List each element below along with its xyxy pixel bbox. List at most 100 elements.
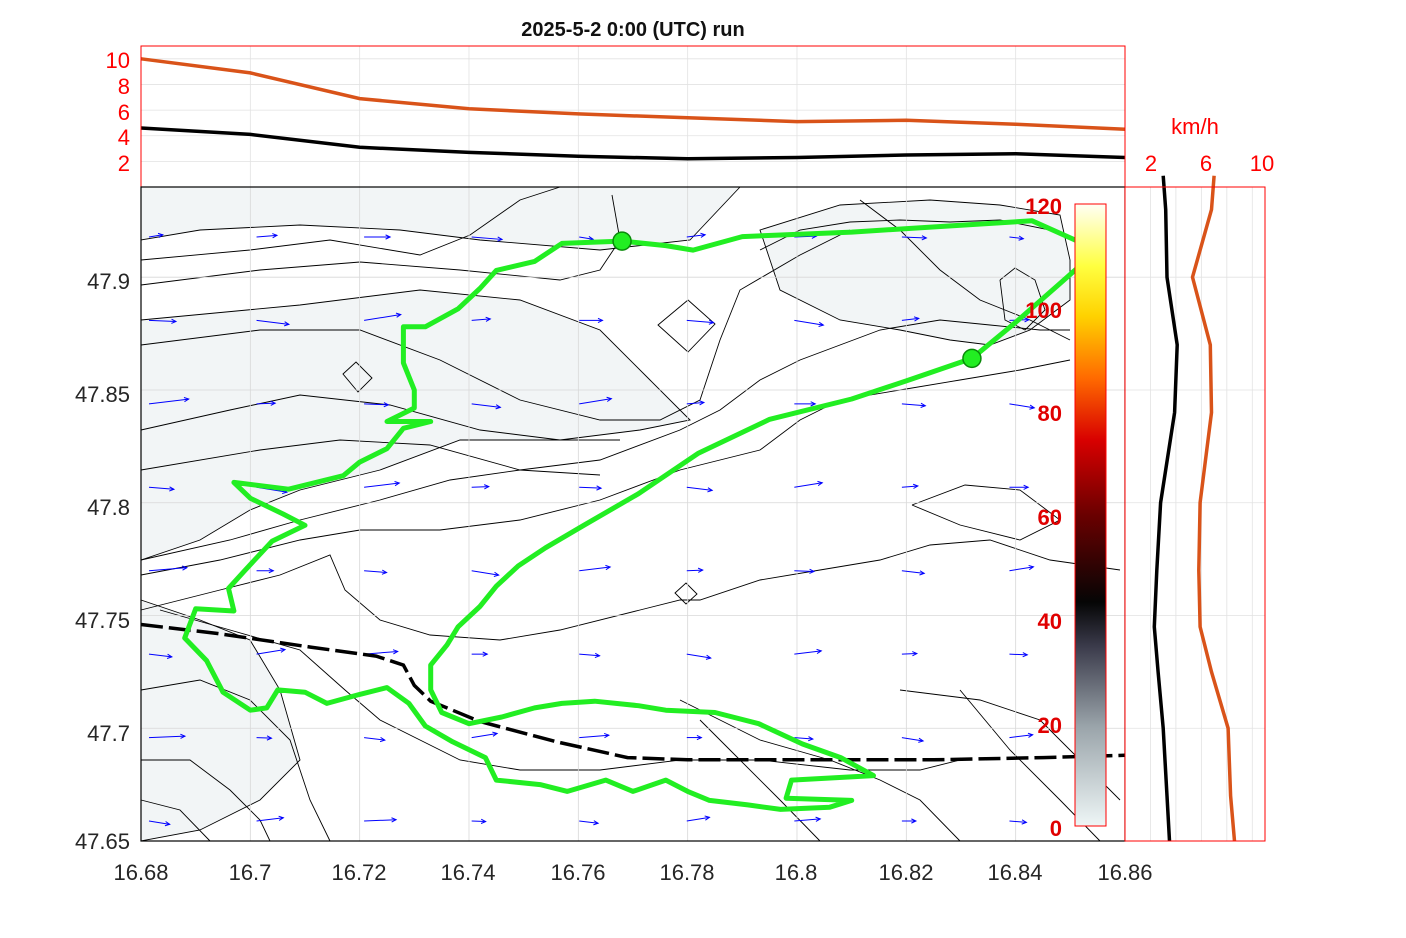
wind-arrow-head bbox=[920, 402, 927, 408]
contour-line bbox=[140, 359, 1071, 576]
wind-arrow-head bbox=[696, 734, 703, 741]
wind-arrow-head bbox=[268, 568, 275, 574]
wind-arrow-head bbox=[809, 568, 816, 574]
track-markers bbox=[612, 231, 982, 369]
wind-arrow-head bbox=[594, 652, 601, 659]
contour-region bbox=[140, 599, 301, 842]
wind-arrow bbox=[1009, 734, 1033, 739]
x-tick-label: 16.74 bbox=[440, 860, 495, 885]
wind-arrow-head bbox=[1027, 732, 1034, 738]
wind-arrow-head bbox=[818, 321, 825, 327]
wind-arrow bbox=[1009, 566, 1034, 572]
wind-arrow bbox=[256, 737, 272, 739]
x-tick-label: 16.8 bbox=[775, 860, 818, 885]
wind-arrow-head bbox=[392, 649, 399, 655]
wind-arrow bbox=[579, 486, 602, 489]
colorbar-tick-label: 100 bbox=[1025, 298, 1062, 323]
y-tick-label: 47.7 bbox=[87, 721, 130, 746]
wind-arrow bbox=[794, 570, 815, 573]
wind-arrow-head bbox=[482, 651, 489, 657]
wind-arrow bbox=[686, 569, 703, 572]
wind-arrow bbox=[579, 398, 612, 405]
wind-arrow-head bbox=[1024, 317, 1031, 323]
x-tick-label: 16.76 bbox=[550, 860, 605, 885]
wind-arrow-head bbox=[912, 651, 919, 657]
wind-arrow-head bbox=[164, 821, 171, 827]
wind-arrow-head bbox=[912, 483, 920, 489]
wind-arrow-head bbox=[707, 487, 714, 493]
contour-line bbox=[140, 679, 331, 842]
y-tick-label: 47.75 bbox=[75, 608, 130, 633]
wind-arrow-head bbox=[919, 570, 926, 576]
wind-arrow bbox=[364, 403, 389, 406]
wind-arrow bbox=[686, 653, 711, 659]
wind-arrow-head bbox=[708, 319, 715, 325]
wind-arrow-head bbox=[603, 732, 611, 739]
wind-arrow bbox=[579, 734, 609, 739]
wind-arrow bbox=[148, 234, 163, 238]
wind-arrow-head bbox=[1029, 404, 1036, 410]
top-y-tick-label: 4 bbox=[118, 125, 130, 150]
x-tick-label: 16.7 bbox=[229, 860, 272, 885]
contour-region bbox=[140, 186, 742, 251]
wind-arrow bbox=[471, 318, 491, 321]
wind-arrow-head bbox=[497, 236, 504, 242]
side-series-line bbox=[1152, 175, 1179, 842]
wind-arrow-head bbox=[816, 648, 823, 654]
wind-arrow bbox=[471, 403, 501, 408]
wind-arrow-head bbox=[807, 736, 815, 742]
wind-arrow bbox=[256, 402, 276, 405]
wind-vector-arrows bbox=[148, 232, 1036, 827]
y-tick-label: 47.9 bbox=[87, 269, 130, 294]
green-track-line bbox=[182, 218, 1101, 812]
wind-arrow bbox=[364, 819, 397, 822]
contour-line bbox=[999, 267, 1046, 331]
wind-arrow-head bbox=[700, 232, 707, 238]
wind-arrow-head bbox=[180, 733, 187, 739]
wind-arrow bbox=[364, 570, 387, 574]
side-panel: km/h 2 6 10 bbox=[1124, 114, 1274, 842]
wind-arrow bbox=[794, 650, 822, 655]
colorbar-tick-label: 120 bbox=[1025, 194, 1062, 219]
wind-arrow bbox=[686, 401, 704, 405]
top-panel: 2 4 6 8 10 bbox=[106, 45, 1126, 188]
wind-arrow bbox=[794, 482, 823, 488]
wind-arrow-head bbox=[272, 233, 279, 239]
wind-arrow bbox=[901, 737, 924, 742]
x-tick-label: 16.86 bbox=[1097, 860, 1152, 885]
wind-arrow-head bbox=[280, 647, 287, 653]
wind-arrow bbox=[901, 403, 926, 407]
wind-arrow-head bbox=[379, 736, 386, 743]
contour-line bbox=[911, 484, 1061, 541]
top-panel-grid bbox=[140, 46, 1126, 187]
wind-arrow-head bbox=[596, 485, 603, 491]
colorbar-tick-label: 80 bbox=[1038, 401, 1062, 426]
wind-arrow bbox=[364, 314, 401, 321]
wind-arrow bbox=[148, 567, 187, 572]
wind-arrow bbox=[471, 570, 499, 576]
wind-arrow-head bbox=[810, 401, 817, 407]
wind-arrow bbox=[1009, 820, 1027, 823]
wind-arrow-head bbox=[395, 312, 402, 318]
wind-arrow bbox=[148, 486, 174, 490]
contour-line bbox=[657, 299, 716, 353]
wind-arrow bbox=[148, 653, 172, 658]
contour-line bbox=[140, 439, 601, 476]
wind-arrow bbox=[579, 653, 600, 657]
top-y-tick-label: 10 bbox=[106, 48, 130, 73]
side-x-tick-label: 2 bbox=[1145, 151, 1157, 176]
chart-title: 2025-5-2 0:00 (UTC) run bbox=[521, 19, 744, 41]
wind-arrow-head bbox=[391, 817, 398, 823]
wind-arrow-head bbox=[270, 400, 277, 406]
wind-arrow bbox=[364, 737, 385, 741]
wind-arrow bbox=[901, 485, 918, 488]
colorbar-tick-label: 40 bbox=[1038, 609, 1062, 634]
wind-arrow-head bbox=[605, 564, 612, 571]
track-marker bbox=[612, 231, 632, 251]
wind-arrow-head bbox=[169, 486, 176, 492]
top-panel-series bbox=[140, 57, 1126, 161]
wind-arrow bbox=[901, 236, 927, 239]
side-series-line bbox=[1190, 175, 1237, 842]
wind-arrow bbox=[364, 482, 400, 488]
wind-arrow bbox=[686, 486, 713, 491]
